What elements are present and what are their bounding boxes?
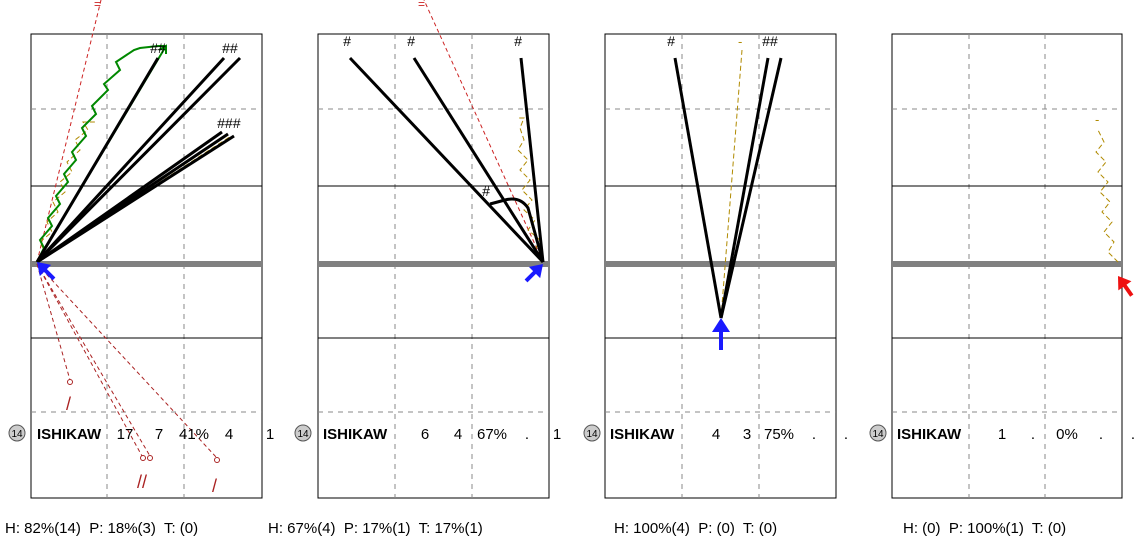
bottom-mark: /	[212, 476, 217, 496]
dribble-trajectory	[720, 49, 743, 319]
bottom-mark: //	[137, 472, 147, 492]
player-name: ISHIKAW	[37, 426, 102, 443]
panel-4: - 14 ISHIKAW 1 . 0% . . H: (0) P: 100%(1…	[869, 33, 1135, 537]
top-mark: ##	[762, 33, 778, 49]
top-mark: -	[1095, 112, 1099, 127]
blue-arrow-icon	[37, 262, 56, 281]
stats-row: 14 ISHIKAW 1 . 0% . .	[869, 424, 1135, 443]
panel-3: # - ## 14 ISHIKAW 4 3 75% . . H: 100%(4)…	[583, 33, 848, 537]
stat-value: 0%	[1056, 426, 1078, 443]
blue-arrow-icon	[524, 264, 543, 283]
stat-value: .	[812, 426, 816, 443]
stat-value: 75%	[764, 426, 794, 443]
jersey-number: 14	[872, 429, 884, 440]
stat-value: 4	[454, 426, 462, 443]
jersey-badge	[583, 424, 601, 442]
pass-arrowhead	[158, 44, 167, 54]
top-mark: #	[407, 33, 415, 49]
top-mark: ###	[217, 115, 241, 131]
top-mark: ##	[150, 40, 166, 56]
stat-value: .	[1131, 426, 1135, 443]
jersey-badge	[8, 424, 26, 442]
blue-arrow-icon	[712, 318, 730, 350]
stats-row: 14 ISHIKAW 4 3 75% . .	[583, 424, 848, 443]
player-name: ISHIKAW	[610, 426, 675, 443]
top-mark: =	[94, 0, 101, 11]
stat-value: 17	[117, 426, 134, 443]
top-mark: #	[514, 33, 522, 49]
stat-value: .	[525, 426, 529, 443]
stat-value: .	[1031, 426, 1035, 443]
bottom-mark: /	[66, 394, 71, 414]
top-mark: #	[343, 33, 351, 49]
miss-trajectory	[423, 0, 544, 263]
stat-value: 67%	[477, 426, 507, 443]
stat-value: 1	[266, 426, 274, 443]
stat-value: 3	[743, 426, 751, 443]
pass-trajectory	[36, 45, 166, 263]
stat-value: 1	[553, 426, 561, 443]
panel-summary: H: 100%(4) P: (0) T: (0)	[614, 520, 777, 537]
top-mark: #	[482, 183, 490, 199]
stats-row: 14 ISHIKAW 17 7 41% 4 1	[8, 424, 274, 443]
stat-value: .	[844, 426, 848, 443]
red-arrow-icon	[1118, 276, 1134, 297]
shot-lines	[35, 56, 242, 264]
jersey-number: 14	[297, 429, 309, 440]
top-mark: -	[738, 34, 742, 49]
stat-value: .	[1099, 426, 1103, 443]
top-mark: #	[667, 33, 675, 49]
panel-2: = # # # # 14 ISHIKAW 6 4 67% . 1 H: 67%(…	[268, 0, 561, 537]
panel-summary: H: 67%(4) P: 17%(1) T: 17%(1)	[268, 520, 483, 537]
miss-end-markers	[67, 379, 220, 463]
stats-row: 14 ISHIKAW 6 4 67% . 1	[294, 424, 561, 443]
jersey-number: 14	[11, 429, 23, 440]
panel-summary: H: 82%(14) P: 18%(3) T: (0)	[5, 520, 198, 537]
dribble-trajectory	[1095, 129, 1119, 263]
shot-lines	[673, 57, 783, 319]
player-name: ISHIKAW	[323, 426, 388, 443]
jersey-number: 14	[586, 429, 598, 440]
stat-value: 1	[998, 426, 1006, 443]
shot-lines	[348, 56, 545, 264]
stat-value: 4	[712, 426, 720, 443]
stat-value: 4	[225, 426, 233, 443]
jersey-badge	[294, 424, 312, 442]
panel-summary: H: (0) P: 100%(1) T: (0)	[903, 520, 1066, 537]
stat-value: 41%	[179, 426, 209, 443]
top-mark: =	[418, 0, 425, 11]
panel-1: = ## ## ###	[5, 0, 274, 537]
stat-value: 7	[155, 426, 163, 443]
player-name: ISHIKAW	[897, 426, 962, 443]
miss-trajectories	[36, 263, 218, 459]
jersey-badge	[869, 424, 887, 442]
stat-value: 6	[421, 426, 429, 443]
top-mark: ##	[222, 40, 238, 56]
